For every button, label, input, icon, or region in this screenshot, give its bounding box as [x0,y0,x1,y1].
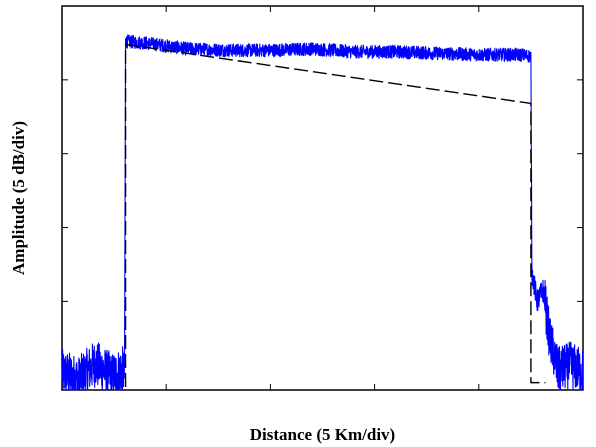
y-axis-label: Amplitude (5 dB/div) [9,121,28,275]
series-layer [61,34,584,391]
plot-frame [61,5,584,391]
series-measured-line [61,34,584,391]
series-dashed-line [124,43,546,388]
axis-ticks [62,6,583,390]
x-axis-label: Distance (5 Km/div) [250,425,395,444]
plot-area [61,5,584,391]
